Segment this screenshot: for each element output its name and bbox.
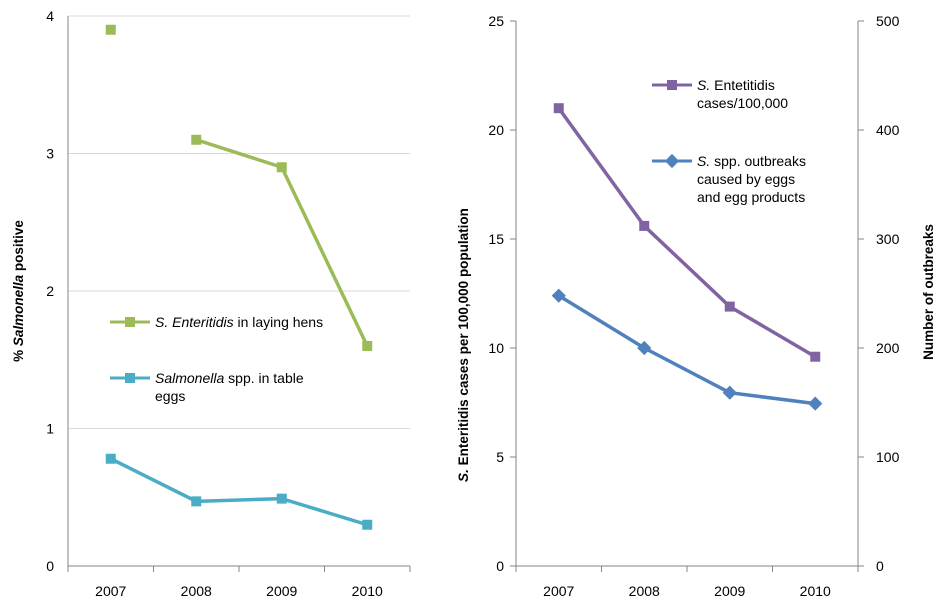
left-y-tick-label-2: 2 — [46, 283, 54, 299]
right-x-tick-label-2010: 2010 — [800, 583, 831, 599]
left-y-tick-label-4: 4 — [46, 8, 54, 24]
left-x-tick-labels: 2007 2008 2009 2010 — [95, 583, 383, 599]
left-series-1 — [105, 453, 373, 530]
right-y2-tick-labels: 0 100 200 300 400 500 — [876, 13, 900, 574]
right-series-1-point-2008 — [637, 340, 652, 356]
right-y-tick-marks — [510, 20, 864, 567]
right-y-tick-label-20: 20 — [488, 122, 504, 138]
right-y-tick-label-5: 5 — [496, 449, 504, 465]
right-y-tick-label-10: 10 — [488, 340, 504, 356]
left-legend: S. Enteritidis in laying hens Salmonella… — [110, 314, 323, 404]
right-chart: 0 5 10 15 20 25 0 100 200 300 400 500 2007 2008 2009… — [456, 13, 936, 599]
right-y-tick-label-0: 0 — [496, 558, 504, 574]
right-series-0 — [553, 103, 821, 362]
left-y-tick-labels: 0 1 2 3 4 — [46, 8, 54, 574]
right-series-0-point-2007 — [553, 103, 564, 114]
right-series-0-point-2008 — [639, 220, 650, 231]
right-y-axis-title: S. Enteritidis cases per 100,000 populat… — [456, 208, 471, 482]
left-series-0-point-2008 — [191, 134, 202, 145]
right-x-tick-marks — [515, 566, 859, 572]
right-y2-tick-label-100: 100 — [876, 449, 900, 465]
left-series-1-point-2008 — [191, 496, 202, 507]
left-gridlines — [68, 15, 410, 429]
left-legend-label-eggs: Salmonella spp. in table — [155, 370, 304, 386]
left-series-0 — [105, 24, 373, 351]
right-legend-label-outbreaks: S. spp. outbreaks — [697, 153, 806, 169]
right-series — [551, 103, 823, 411]
left-series-1-point-2007 — [105, 453, 116, 464]
left-series-1-point-2010 — [362, 519, 373, 530]
right-series-0-point-2009 — [724, 301, 735, 312]
right-series-1-line — [557, 294, 816, 406]
right-legend-swatch-marker-cases — [667, 80, 677, 90]
left-x-tick-label-2009: 2009 — [266, 583, 297, 599]
left-legend-swatch-marker-eggs — [125, 373, 135, 383]
right-series-1-point-2009 — [722, 385, 737, 400]
right-legend-label-cases-line2: cases/100,000 — [697, 95, 788, 111]
left-series-0-point-2007 — [105, 24, 116, 35]
left-series-0-point-2009 — [276, 162, 287, 173]
left-legend-label-hens: S. Enteritidis in laying hens — [155, 314, 323, 330]
left-series — [105, 24, 373, 530]
right-x-tick-label-2009: 2009 — [714, 583, 745, 599]
right-y2-tick-label-500: 500 — [876, 13, 900, 29]
right-y2-tick-label-200: 200 — [876, 340, 900, 356]
left-y-axis-title: % Salmonella positive — [11, 220, 26, 362]
right-y2-tick-label-400: 400 — [876, 122, 900, 138]
right-x-tick-labels: 2007 2008 2009 2010 — [543, 583, 831, 599]
left-series-1-line — [109, 457, 368, 527]
right-legend-label-cases: S. Entetitidis — [697, 77, 775, 93]
right-series-0-line — [557, 107, 817, 359]
right-legend-label-outbreaks-line3: and egg products — [697, 189, 805, 205]
left-y-tick-label-0: 0 — [46, 558, 54, 574]
right-y2-tick-label-0: 0 — [876, 558, 884, 574]
left-y-tick-label-1: 1 — [46, 421, 54, 437]
left-x-tick-marks — [67, 566, 411, 572]
right-y-tick-labels: 0 5 10 15 20 25 — [488, 13, 504, 574]
right-y2-axis-title: Number of outbreaks — [921, 224, 936, 360]
right-legend-label-outbreaks-line2: caused by eggs — [697, 171, 795, 187]
right-y-tick-label-25: 25 — [488, 13, 504, 29]
right-y2-tick-label-300: 300 — [876, 231, 900, 247]
right-series-1-point-2007 — [551, 288, 566, 303]
left-x-tick-label-2007: 2007 — [95, 583, 126, 599]
left-y-tick-label-3: 3 — [46, 146, 54, 162]
right-series-1 — [551, 288, 823, 411]
left-x-tick-label-2010: 2010 — [352, 583, 383, 599]
right-x-tick-label-2007: 2007 — [543, 583, 574, 599]
left-series-0-point-2010 — [362, 341, 373, 351]
left-legend-label-eggs-line2: eggs — [155, 388, 185, 404]
right-series-0-point-2010 — [810, 351, 821, 362]
right-x-tick-label-2008: 2008 — [629, 583, 660, 599]
left-chart: 0 1 2 3 4 2007 2008 2009 2010 % Salmonella posi… — [11, 8, 411, 599]
right-legend: S. Entetitidis cases/100,000 S. spp. out… — [652, 77, 806, 205]
left-x-tick-label-2008: 2008 — [181, 583, 212, 599]
right-legend-swatch-marker-outbreaks — [664, 153, 680, 169]
right-y-tick-label-15: 15 — [488, 231, 504, 247]
left-legend-swatch-marker-hens — [125, 317, 135, 327]
left-series-1-point-2009 — [276, 493, 287, 504]
right-series-1-point-2010 — [808, 396, 823, 411]
